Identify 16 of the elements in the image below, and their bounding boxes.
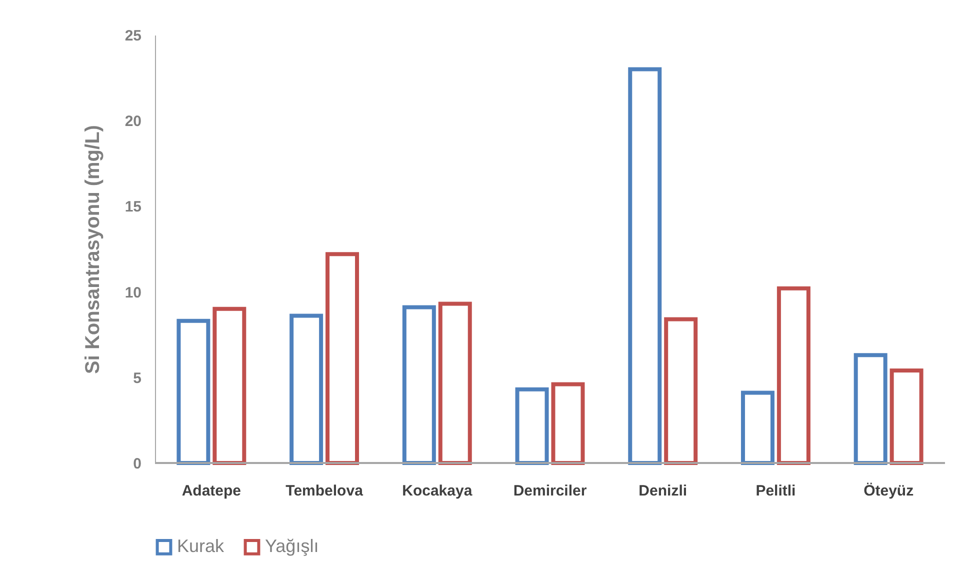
y-tick-label: 5	[133, 370, 142, 387]
x-tick-label: Kocakaya	[402, 482, 473, 500]
legend-label: Yağışlı	[265, 536, 319, 556]
y-tick-label: 0	[133, 456, 142, 472]
y-tick-label: 15	[124, 198, 142, 216]
x-tick-label: Denizli	[638, 482, 688, 500]
legend-label: Kurak	[177, 536, 226, 556]
x-tick-label: Öteyüz	[864, 482, 914, 500]
x-tick-label: Tembelova	[286, 482, 364, 500]
x-tick-label: Pelitli	[756, 482, 796, 500]
y-axis-title: Si Konsantrasyonu (mg/L)	[82, 125, 104, 374]
y-tick-label: 10	[124, 284, 142, 302]
x-tick-label: Demirciler	[513, 482, 587, 500]
x-tick-label: Adatepe	[182, 482, 242, 500]
y-tick-label: 20	[124, 113, 142, 130]
y-tick-label: 25	[124, 28, 142, 44]
